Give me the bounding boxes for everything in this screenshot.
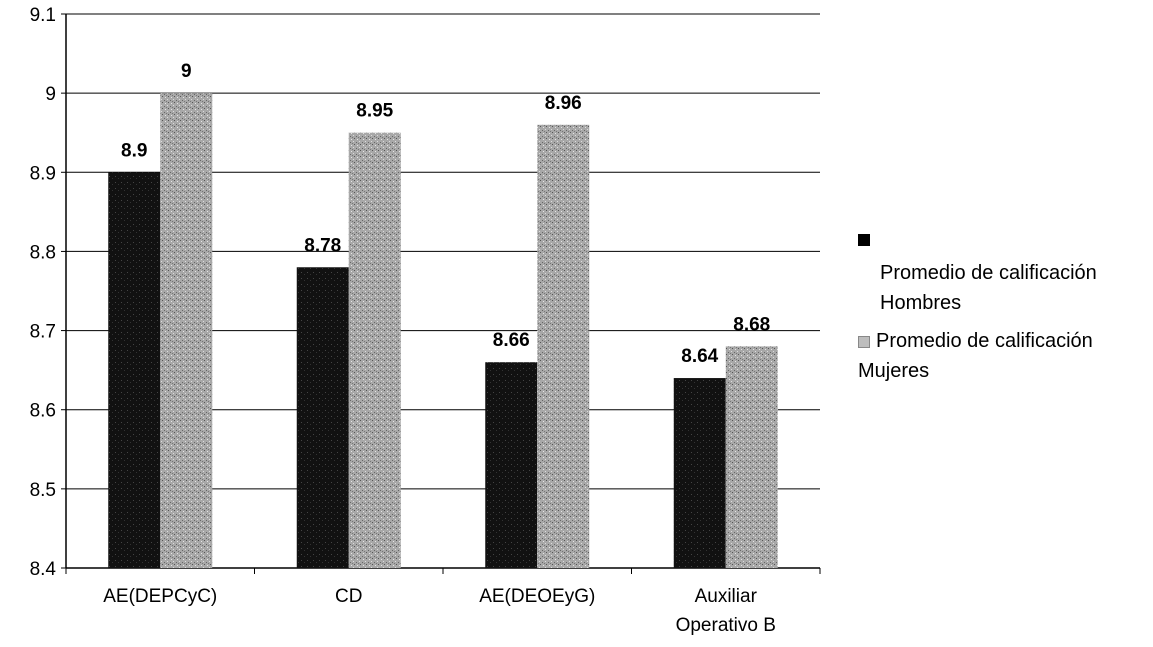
y-tick-label: 8.7 [30,322,56,343]
data-label: 8.68 [733,314,770,335]
legend: Promedio de calificación Hombres Promedi… [858,224,1153,386]
legend-label-hombres: Promedio de calificación Hombres [880,262,1097,314]
data-label: 8.64 [681,346,718,367]
bar [673,378,726,568]
legend-item-mujeres: Promedio de calificación Mujeres [858,326,1153,386]
x-category-label: AE(DEOEyG) [479,586,595,607]
data-label: 8.9 [121,140,147,161]
x-category-label: Operativo B [676,615,776,636]
x-category-label: Auxiliar [695,586,758,607]
legend-swatch-hombres [858,233,870,246]
bar [537,124,590,569]
x-category-label: AE(DEPCyC) [103,586,217,607]
bar [725,346,778,568]
legend-swatch-mujeres [858,335,870,348]
y-tick-label: 8.6 [30,401,56,422]
legend-item-hombres: Promedio de calificación Hombres [858,224,1153,318]
data-label: 8.95 [356,101,393,122]
data-label: 9 [181,61,192,82]
legend-label-mujeres: Promedio de calificación Mujeres [858,330,1093,382]
x-category-label: CD [335,586,362,607]
bar [348,132,401,568]
y-tick-label: 9 [45,84,56,105]
bar [296,267,349,568]
data-label: 8.78 [304,235,341,256]
data-label: 8.96 [545,93,582,114]
bar [160,93,213,569]
data-label: 8.66 [493,330,530,351]
y-tick-label: 8.4 [30,559,57,580]
axes: 8.4 8.5 8.6 8.7 8.8 8.9 9 9.1 [30,5,821,580]
bar [485,362,538,568]
y-tick-label: 8.9 [30,163,56,184]
y-tick-label: 8.8 [30,242,56,263]
labels: 8.9 9 AE(DEPCyC) 8.78 8.95 CD 8.66 8.96 AE(DEOEy… [103,61,776,636]
y-tick-label: 9.1 [30,5,56,26]
bar [108,172,161,569]
y-tick-label: 8.5 [30,480,56,501]
bars [108,93,778,569]
